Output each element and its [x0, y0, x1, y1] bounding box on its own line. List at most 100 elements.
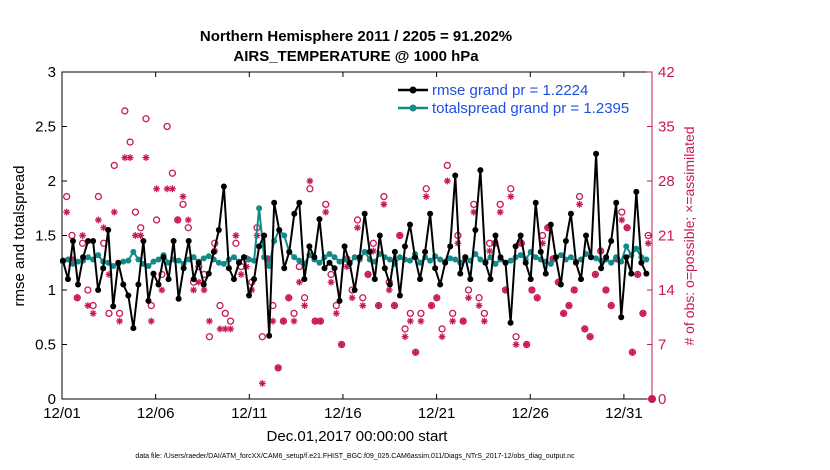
obs-possible-marker [496, 200, 504, 209]
obs-assimilated-marker [586, 333, 594, 341]
obs-possible-marker [63, 192, 71, 201]
obs-assimilated-marker [560, 309, 568, 317]
totalspread-point [85, 254, 92, 261]
obs-possible-marker [179, 200, 187, 209]
rmse-point [583, 232, 590, 239]
rmse-point [593, 150, 600, 157]
obs-possible-marker [369, 239, 377, 247]
obs-possible-marker [142, 115, 150, 123]
rmse-point [442, 259, 449, 266]
footnote: data file: /Users/raeder/DAI/ATM_forcXX/… [135, 453, 575, 460]
obs-assimilated-marker [200, 286, 208, 294]
legend-spread-label: totalspread grand pr = 1.2395 [432, 100, 629, 117]
y-right-tick-label: 0 [658, 391, 666, 408]
rmse-point [623, 254, 630, 261]
obs-assimilated-marker [227, 325, 234, 333]
obs-possible-marker [306, 185, 314, 193]
legend-rmse-marker [409, 86, 417, 94]
totalspread-point [437, 256, 444, 263]
rmse-point [417, 276, 424, 283]
rmse-point [376, 232, 383, 239]
rmse-point [235, 259, 242, 266]
obs-assimilated-marker [285, 294, 293, 302]
legend: rmse grand pr = 1.2224 totalspread grand… [396, 79, 646, 123]
rmse-point [75, 281, 82, 288]
rmse-point [472, 227, 479, 234]
obs-possible-marker [131, 208, 140, 216]
totalspread-point [230, 254, 237, 261]
rmse-point [306, 243, 313, 250]
obs-possible-marker [438, 325, 446, 333]
plot-area [61, 71, 653, 400]
obs-assimilated-marker [465, 294, 472, 302]
obs-assimilated-marker [422, 193, 430, 200]
rmse-point [85, 237, 92, 244]
totalspread-point [130, 248, 137, 255]
obs-possible-marker [137, 224, 145, 232]
totalspread-point [593, 255, 600, 262]
y-tick-label: 0 [48, 391, 56, 408]
obs-assimilated-marker [438, 333, 446, 341]
totalspread-point [427, 257, 434, 264]
obs-possible-marker [475, 294, 483, 302]
totalspread-point [291, 254, 298, 261]
obs-assimilated-marker [116, 317, 123, 325]
obs-possible-marker [126, 138, 134, 146]
obs-possible-marker [105, 309, 113, 318]
x-axis-label: Dec.01,2017 00:00:00 start [267, 428, 449, 445]
totalspread-point [190, 254, 197, 261]
x-tick-label: 12/31 [605, 405, 643, 422]
obs-assimilated-marker [301, 302, 308, 309]
obs-assimilated-marker [311, 317, 319, 325]
obs-assimilated-marker [137, 232, 145, 239]
rmse-point [160, 254, 167, 261]
obs-assimilated-marker [406, 317, 414, 325]
rmse-point [261, 232, 268, 239]
rmse-point [225, 265, 232, 272]
totalspread-point [492, 260, 499, 267]
obs-possible-marker [163, 122, 171, 131]
rmse-point [462, 254, 469, 261]
obs-assimilated-marker [174, 216, 182, 224]
rmse-point [381, 265, 388, 272]
obs-possible-marker [147, 301, 155, 310]
totalspread-point [623, 243, 630, 250]
obs-possible-marker [232, 239, 240, 247]
rmse-point [256, 243, 263, 250]
obs-assimilated-marker [184, 216, 192, 224]
y-right-tick-label: 21 [658, 228, 675, 245]
totalspread-point [331, 254, 338, 261]
totalspread-point [215, 259, 222, 266]
rmse-point [643, 270, 650, 277]
rmse-point [608, 237, 615, 244]
obs-assimilated-marker [507, 193, 515, 200]
rmse-point [406, 221, 413, 228]
totalspread-point [567, 254, 574, 261]
y-axis-label: rmse and totalspread [11, 166, 28, 307]
obs-assimilated-marker [644, 239, 652, 247]
obs-assimilated-marker [565, 302, 573, 309]
rmse-point [502, 259, 509, 266]
obs-possible-marker [417, 309, 425, 318]
rmse-point [351, 287, 358, 293]
obs-possible-marker [205, 333, 214, 341]
totalspread-point [266, 263, 273, 270]
obs-assimilated-marker [533, 294, 541, 302]
obs-assimilated-marker [512, 341, 520, 348]
x-tick-label: 12/16 [324, 405, 362, 422]
obs-assimilated-marker [623, 224, 631, 232]
obs-assimilated-marker [475, 302, 483, 309]
rmse-point [125, 292, 132, 299]
rmse-point [120, 281, 127, 288]
obs-assimilated-marker [602, 286, 610, 294]
rmse-point [567, 210, 574, 217]
y-tick-label: 2.5 [35, 119, 56, 136]
obs-possible-marker [258, 333, 266, 341]
y-tick-label: 1.5 [35, 228, 56, 245]
obs-possible-marker [290, 309, 298, 318]
y-axis-right-label: # of obs: o=possible; ×=assimilated [681, 126, 697, 345]
obs-layer [63, 107, 652, 387]
rmse-point [331, 265, 338, 272]
obs-assimilated-marker [354, 224, 361, 232]
obs-assimilated-marker [459, 317, 467, 325]
